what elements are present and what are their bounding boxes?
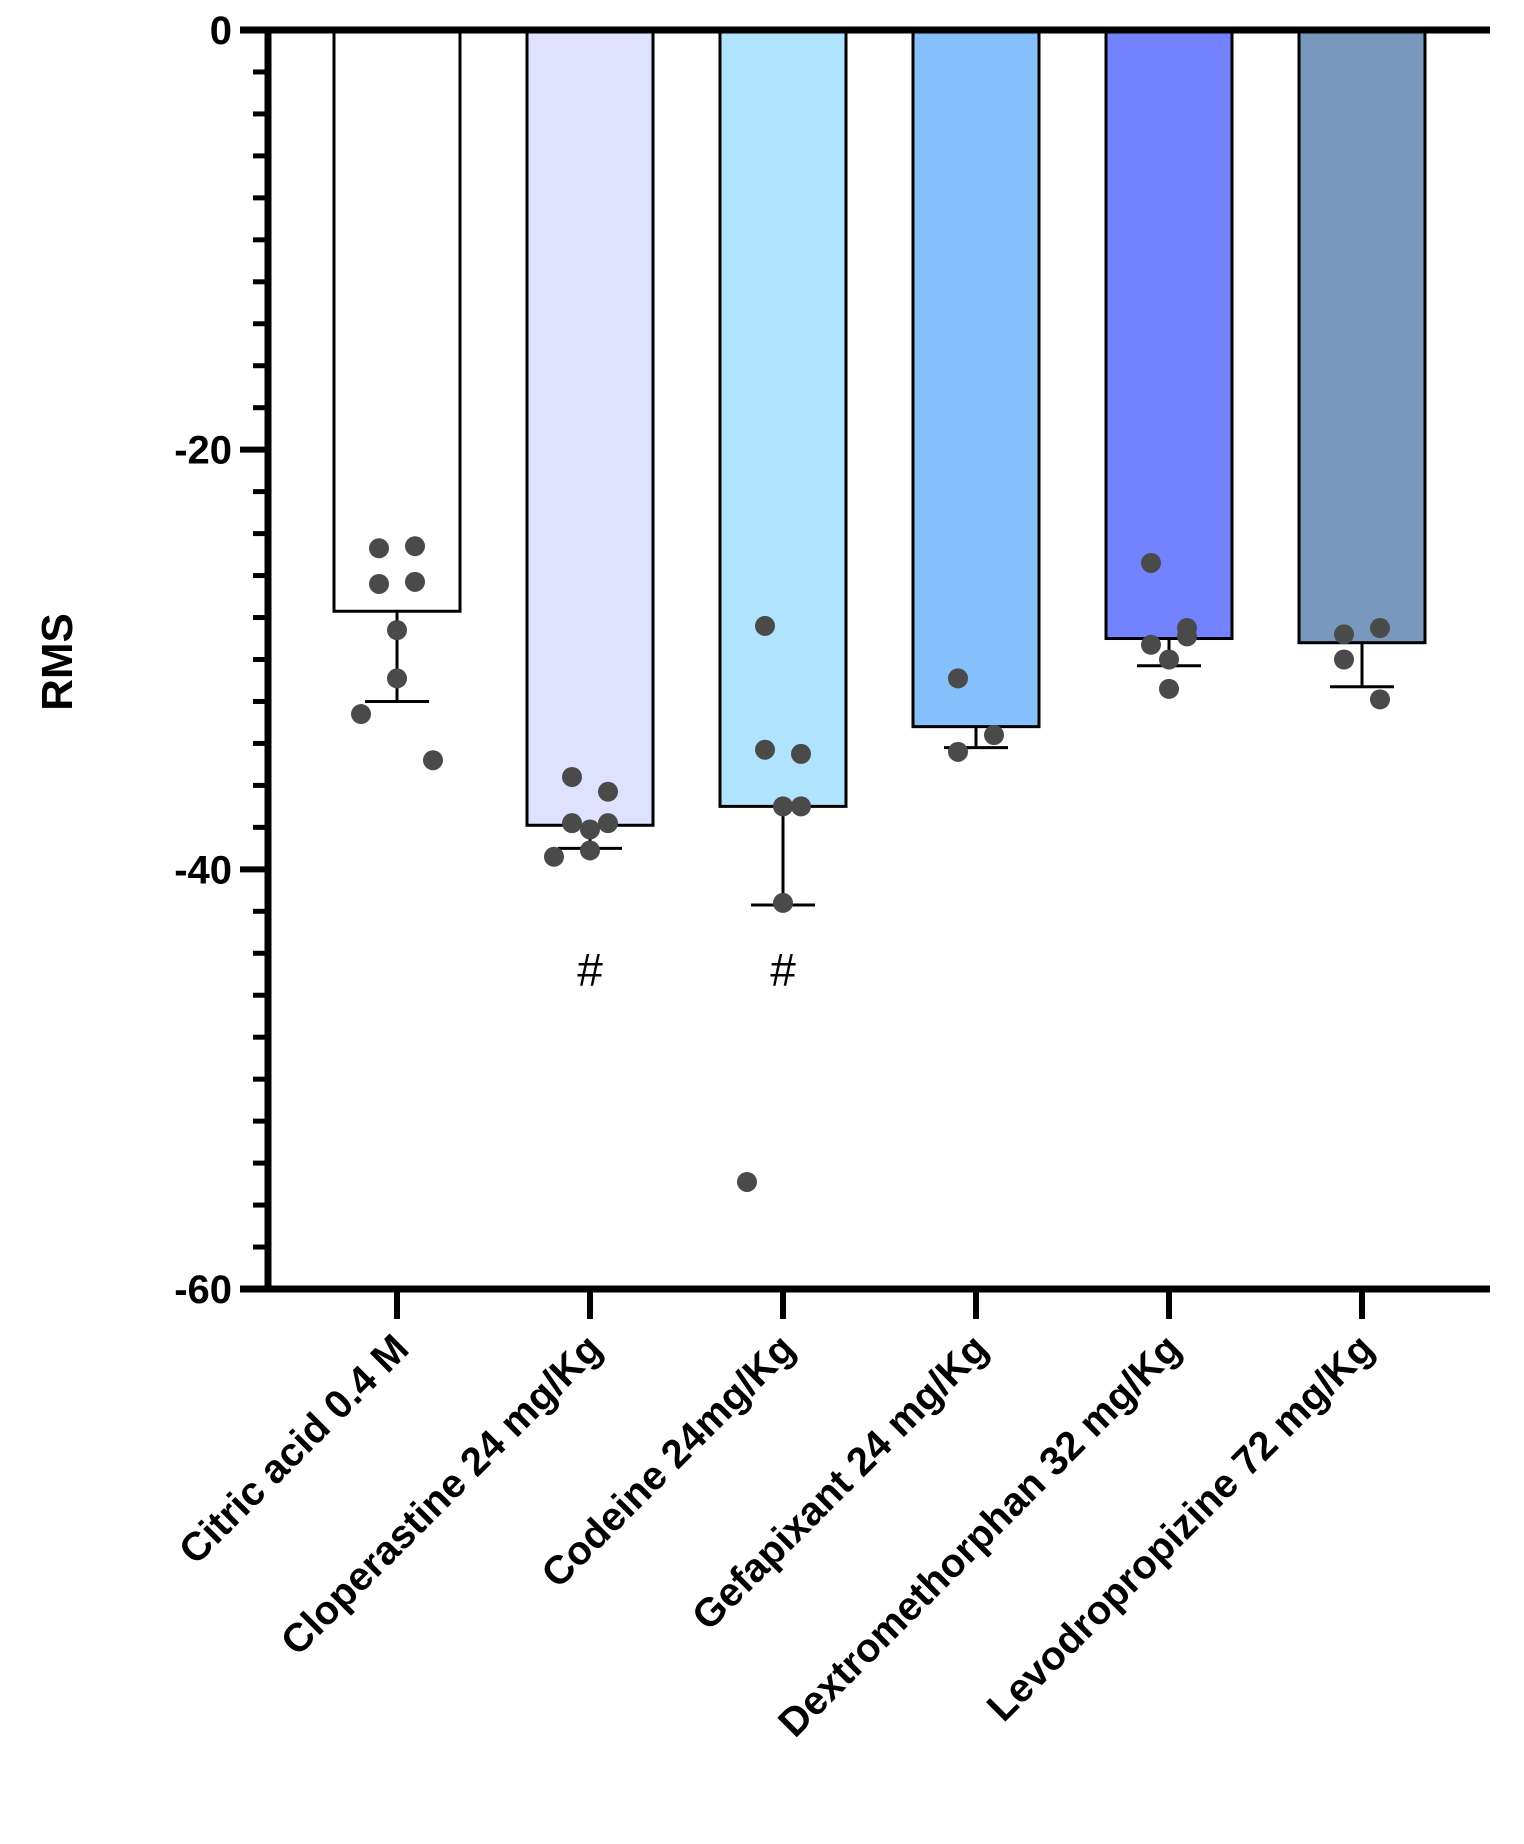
significance-mark: # bbox=[577, 944, 603, 996]
data-point-2-4 bbox=[598, 813, 618, 834]
x-category-label: Cloperastine 24 mg/Kg bbox=[273, 1326, 611, 1664]
data-point-1-6 bbox=[387, 668, 407, 689]
data-point-3-1 bbox=[755, 615, 775, 636]
data-point-5-1 bbox=[1141, 552, 1161, 573]
data-point-6-4 bbox=[1370, 689, 1390, 710]
bar-4 bbox=[911, 28, 1041, 729]
data-point-1-3 bbox=[369, 573, 389, 594]
y-tick-label: -20 bbox=[174, 429, 232, 473]
data-point-1-1 bbox=[369, 538, 389, 559]
data-point-1-7 bbox=[351, 704, 371, 725]
data-point-4-3 bbox=[948, 741, 968, 762]
bars-layer bbox=[332, 28, 1427, 827]
data-point-5-6 bbox=[1159, 678, 1179, 699]
bar-2 bbox=[525, 28, 655, 827]
bar-1 bbox=[332, 28, 462, 613]
data-point-1-4 bbox=[405, 571, 425, 592]
data-point-2-5 bbox=[580, 819, 600, 840]
x-category-label: Levodropropizine 72 mg/Kg bbox=[979, 1326, 1383, 1730]
data-point-5-3 bbox=[1141, 634, 1161, 655]
data-point-3-6 bbox=[773, 892, 793, 913]
data-points-layer bbox=[351, 536, 1390, 1192]
bar-3 bbox=[718, 28, 848, 808]
data-point-3-4 bbox=[791, 796, 811, 817]
data-point-3-5 bbox=[773, 796, 793, 817]
data-point-3-2 bbox=[791, 743, 811, 764]
data-point-4-1 bbox=[948, 668, 968, 689]
data-point-1-2 bbox=[405, 536, 425, 557]
y-tick-label: -40 bbox=[174, 848, 232, 892]
data-point-6-1 bbox=[1334, 624, 1354, 645]
x-category-label: Dextromethorphan 32 mg/Kg bbox=[770, 1326, 1189, 1745]
data-point-1-5 bbox=[387, 620, 407, 641]
y-tick-label: 0 bbox=[210, 9, 232, 53]
data-point-3-3 bbox=[755, 739, 775, 760]
bar-6 bbox=[1297, 28, 1427, 645]
data-point-5-5 bbox=[1159, 649, 1179, 670]
data-point-2-1 bbox=[562, 767, 582, 788]
data-point-4-2 bbox=[984, 725, 1004, 746]
data-point-2-2 bbox=[598, 781, 618, 802]
data-point-2-6 bbox=[580, 840, 600, 861]
bar-5 bbox=[1104, 28, 1234, 641]
y-tick-label: -60 bbox=[174, 1268, 232, 1312]
data-point-3-7 bbox=[737, 1171, 757, 1192]
data-point-6-3 bbox=[1334, 649, 1354, 670]
significance-mark: # bbox=[770, 944, 796, 996]
data-point-6-2 bbox=[1370, 618, 1390, 639]
y-axis-label: RMS bbox=[33, 613, 82, 711]
data-point-5-4 bbox=[1177, 626, 1197, 647]
data-point-2-3 bbox=[562, 813, 582, 834]
error-bars-layer bbox=[365, 611, 1394, 907]
data-point-2-7 bbox=[544, 846, 564, 867]
axes-layer bbox=[240, 26, 1490, 1319]
data-point-1-8 bbox=[423, 750, 443, 771]
